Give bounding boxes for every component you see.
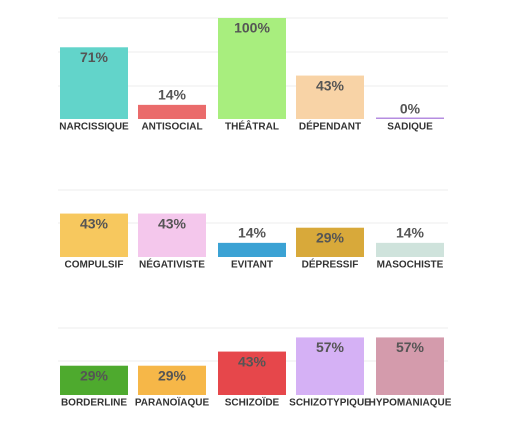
bar: [296, 227, 364, 257]
x-tick-label: ANTISOCIAL: [141, 122, 202, 133]
bar: [60, 365, 128, 395]
x-tick-label: DÉPENDANT: [299, 120, 361, 133]
bar: [218, 351, 286, 395]
value-label: 14%: [396, 225, 425, 241]
value-label: 29%: [316, 229, 345, 245]
x-tick-label: NÉGATIVISTE: [139, 258, 205, 271]
value-label: 29%: [80, 367, 109, 383]
bar: [296, 75, 364, 119]
x-tick-label: MASOCHISTE: [377, 260, 444, 271]
value-label: 43%: [316, 77, 345, 93]
x-tick-label: BORDERLINE: [61, 398, 127, 409]
bar: [138, 213, 206, 257]
bar: [138, 365, 206, 395]
value-label: 100%: [234, 20, 270, 36]
x-tick-label: SADIQUE: [387, 122, 433, 133]
x-tick-label: DÉPRESSIF: [302, 258, 359, 271]
bar: [376, 117, 444, 119]
value-label: 71%: [80, 49, 109, 65]
x-tick-label: EVITANT: [231, 260, 273, 271]
value-label: 0%: [400, 101, 421, 117]
value-label: 57%: [396, 339, 425, 355]
bar: [376, 242, 444, 257]
x-tick-label: NARCISSIQUE: [59, 122, 129, 133]
value-label: 43%: [158, 215, 187, 231]
bar: [60, 213, 128, 257]
bar: [218, 18, 286, 119]
bar: [296, 337, 364, 395]
value-label: 43%: [238, 353, 267, 369]
x-tick-label: SCHIZOTYPIQUE: [289, 398, 371, 409]
bar: [138, 104, 206, 119]
x-tick-label: HYPOMANIAQUE: [369, 398, 452, 409]
bar: [218, 242, 286, 257]
value-label: 14%: [158, 87, 187, 103]
x-tick-label: PARANOÏAQUE: [135, 396, 210, 409]
value-label: 43%: [80, 215, 109, 231]
value-label: 29%: [158, 367, 187, 383]
x-tick-label: THÉÂTRAL: [225, 120, 279, 133]
bar: [60, 47, 128, 119]
x-tick-label: SCHIZOÏDE: [225, 396, 280, 409]
x-tick-label: COMPULSIF: [65, 260, 124, 271]
value-label: 14%: [238, 225, 267, 241]
bar: [376, 337, 444, 395]
value-label: 57%: [316, 339, 345, 355]
